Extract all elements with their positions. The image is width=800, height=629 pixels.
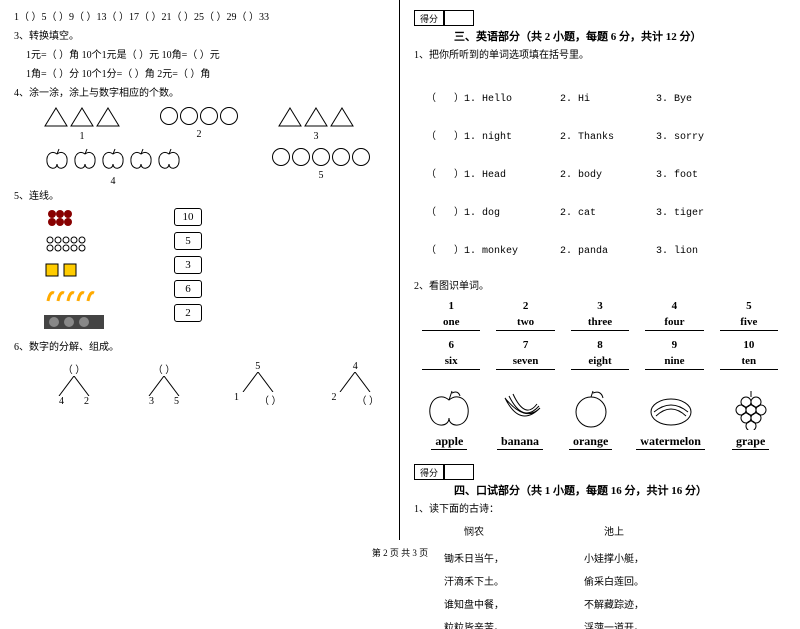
triangle-icon bbox=[330, 107, 354, 127]
shape-group-1: 1 bbox=[44, 107, 120, 142]
decomp-item: 4 2（ ） bbox=[332, 361, 380, 407]
match-img bbox=[44, 312, 124, 332]
shapes-row-2: 4 5 bbox=[44, 148, 385, 187]
match-images bbox=[44, 208, 124, 332]
shape-group-4: 4 bbox=[44, 148, 182, 187]
num-box: 2 bbox=[174, 304, 202, 322]
left-column: 1（ ）5（ ）9（ ）13（ ）17（ ）21（ ）25（ ）29（ ）33 … bbox=[0, 0, 400, 540]
q3-line2: 1角=（ ）分 10个1分=（ ）角 2元=（ ）角 bbox=[26, 67, 385, 82]
apple-icon bbox=[156, 148, 182, 172]
score-value bbox=[444, 464, 474, 480]
poem-right: 池上 小娃撑小艇， 偷采白莲回。 不解藏踪迹， 浮萍一道开。 bbox=[584, 523, 644, 629]
circle-icon bbox=[160, 107, 178, 125]
fruit-orange: orange bbox=[566, 388, 616, 450]
circle-icon bbox=[292, 148, 310, 166]
sequence-line: 1（ ）5（ ）9（ ）13（ ）17（ ）21（ ）25（ ）29（ ）33 bbox=[14, 10, 385, 25]
score-box-2: 得分 bbox=[414, 464, 786, 480]
group-label: 3 bbox=[314, 131, 319, 142]
decomp-item: 5 1（ ） bbox=[234, 361, 282, 407]
group-label: 4 bbox=[111, 176, 116, 187]
match-img bbox=[44, 286, 124, 306]
triangle-icon bbox=[96, 107, 120, 127]
listen-list: （ ）1. Hello 2. Hi 3. Bye （ ）1. night 2. … bbox=[426, 67, 786, 279]
match-img bbox=[44, 208, 124, 228]
fruit-banana: banana bbox=[495, 388, 545, 450]
num-box: 3 bbox=[174, 256, 202, 274]
match-numbers: 10 5 3 6 2 bbox=[174, 208, 202, 332]
group-label: 2 bbox=[197, 129, 202, 140]
score-label: 得分 bbox=[414, 464, 444, 480]
circle-icon bbox=[272, 148, 290, 166]
triangle-icon bbox=[70, 107, 94, 127]
score-box: 得分 bbox=[414, 10, 786, 26]
poem-left: 悯农 锄禾日当午， 汗滴禾下土。 谁知盘中餐， 粒粒皆辛苦。 bbox=[444, 523, 504, 629]
q4-title: 4、涂一涂，涂上与数字相应的个数。 bbox=[14, 86, 385, 101]
num-box: 6 bbox=[174, 280, 202, 298]
fruit-apple: apple bbox=[424, 388, 474, 450]
num-box: 10 bbox=[174, 208, 202, 226]
score-value bbox=[444, 10, 474, 26]
sec3-title: 三、英语部分（共 2 小题，每题 6 分，共计 12 分） bbox=[454, 28, 786, 44]
circle-icon bbox=[352, 148, 370, 166]
q2-title: 2、看图识单词。 bbox=[414, 279, 786, 294]
shape-group-2: 2 bbox=[160, 107, 238, 142]
fruit-grape: grape bbox=[726, 388, 776, 450]
match-img bbox=[44, 234, 124, 254]
shape-group-3: 3 bbox=[278, 107, 354, 142]
english-table: 1 2 3 4 5 one two three four five 6 7 8 … bbox=[414, 298, 786, 370]
apple-icon bbox=[72, 148, 98, 172]
page: 1（ ）5（ ）9（ ）13（ ）17（ ）21（ ）25（ ）29（ ）33 … bbox=[0, 0, 800, 540]
apple-icon bbox=[100, 148, 126, 172]
match-area: 10 5 3 6 2 bbox=[44, 208, 385, 332]
circle-icon bbox=[220, 107, 238, 125]
circle-icon bbox=[180, 107, 198, 125]
shapes-row-1: 1 2 3 bbox=[44, 107, 385, 142]
q6-title: 6、数字的分解、组成。 bbox=[14, 340, 385, 355]
page-footer: 第 2 页 共 3 页 bbox=[0, 546, 800, 559]
decomp-item: （ ） 35 bbox=[144, 361, 184, 407]
q4-1-title: 1、读下面的古诗： bbox=[414, 502, 786, 517]
decomp-row: （ ） 42 （ ） 35 5 1（ ） 4 2（ ） bbox=[54, 361, 385, 407]
fruit-row: apple banana orange watermelon grape bbox=[414, 388, 786, 450]
fruit-watermelon: watermelon bbox=[636, 388, 705, 450]
shape-group-5: 5 bbox=[272, 148, 370, 187]
group-label: 5 bbox=[319, 170, 324, 181]
match-img bbox=[44, 260, 124, 280]
circle-icon bbox=[312, 148, 330, 166]
q3-title: 3、转换填空。 bbox=[14, 29, 385, 44]
triangle-icon bbox=[44, 107, 68, 127]
circle-icon bbox=[332, 148, 350, 166]
score-label: 得分 bbox=[414, 10, 444, 26]
triangle-icon bbox=[304, 107, 328, 127]
apple-icon bbox=[128, 148, 154, 172]
apple-icon bbox=[44, 148, 70, 172]
poem-area: 悯农 锄禾日当午， 汗滴禾下土。 谁知盘中餐， 粒粒皆辛苦。 池上 小娃撑小艇，… bbox=[444, 523, 786, 629]
right-column: 得分 三、英语部分（共 2 小题，每题 6 分，共计 12 分） 1、把你所听到… bbox=[400, 0, 800, 540]
sec4-title: 四、口试部分（共 1 小题，每题 16 分，共计 16 分） bbox=[454, 482, 786, 498]
decomp-item: （ ） 42 bbox=[54, 361, 94, 407]
circle-icon bbox=[200, 107, 218, 125]
triangle-icon bbox=[278, 107, 302, 127]
num-box: 5 bbox=[174, 232, 202, 250]
q3-line1: 1元=（ ）角 10个1元是（ ）元 10角=（ ）元 bbox=[26, 48, 385, 63]
q5-title: 5、连线。 bbox=[14, 189, 385, 204]
group-label: 1 bbox=[80, 131, 85, 142]
q1-title: 1、把你所听到的单词选项填在括号里。 bbox=[414, 48, 786, 63]
